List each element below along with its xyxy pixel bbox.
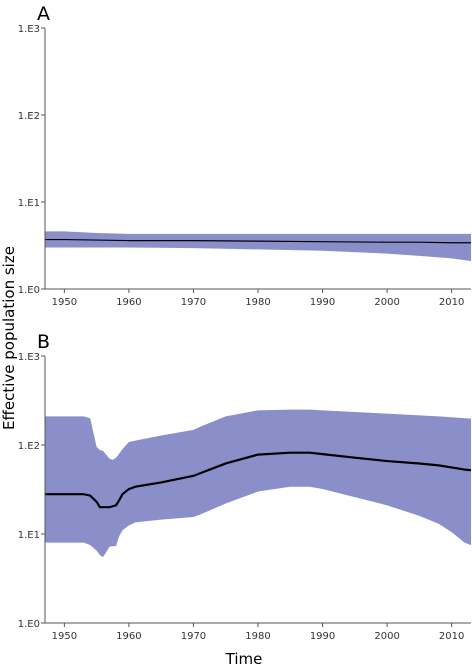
y-tick-label: 1.E3: [18, 24, 40, 35]
y-tick-label: 1.E2: [18, 441, 40, 452]
y-tick-label: 1.E3: [18, 352, 40, 363]
y-tick-label: 1.E0: [18, 619, 40, 630]
x-tick-label: 1960: [116, 297, 141, 308]
y-tick-label: 1.E1: [18, 530, 40, 541]
x-tick-label: 2010: [439, 631, 464, 642]
x-tick-label: 1950: [52, 297, 77, 308]
x-tick-label: 1990: [310, 297, 335, 308]
x-tick-label: 1960: [116, 631, 141, 642]
x-tick-label: 1970: [181, 297, 206, 308]
median-line: [45, 238, 471, 244]
x-tick-label: 1970: [181, 631, 206, 642]
x-tick-label: 2010: [439, 297, 464, 308]
x-tick-label: 2000: [374, 631, 399, 642]
x-axis-title: Time: [225, 650, 263, 667]
x-tick-label: 1980: [245, 631, 270, 642]
credible-interval-band: [45, 231, 471, 261]
y-tick-label: 1.E2: [18, 111, 40, 122]
x-tick-label: 2000: [374, 297, 399, 308]
credible-interval-band: [45, 409, 471, 558]
median-line: [45, 451, 472, 509]
x-tick-label: 1990: [310, 631, 335, 642]
y-axis-title: Effective population size: [0, 246, 18, 430]
x-tick-label: 1980: [245, 297, 270, 308]
x-tick-label: 1950: [52, 631, 77, 642]
panel-label: B: [37, 331, 50, 353]
y-tick-label: 1.E1: [18, 198, 40, 209]
y-tick-label: 1.E0: [18, 285, 40, 296]
panel-A: A 1.E0 1.E1 1.E2 1.E3 1950 1960 1970 1980 1990 200…: [18, 3, 471, 308]
panel-B: B 1.E0 1.E1 1.E2 1.E3 1950 1960 1970 1980 1990 200…: [18, 331, 472, 642]
panel-label: A: [37, 3, 50, 25]
